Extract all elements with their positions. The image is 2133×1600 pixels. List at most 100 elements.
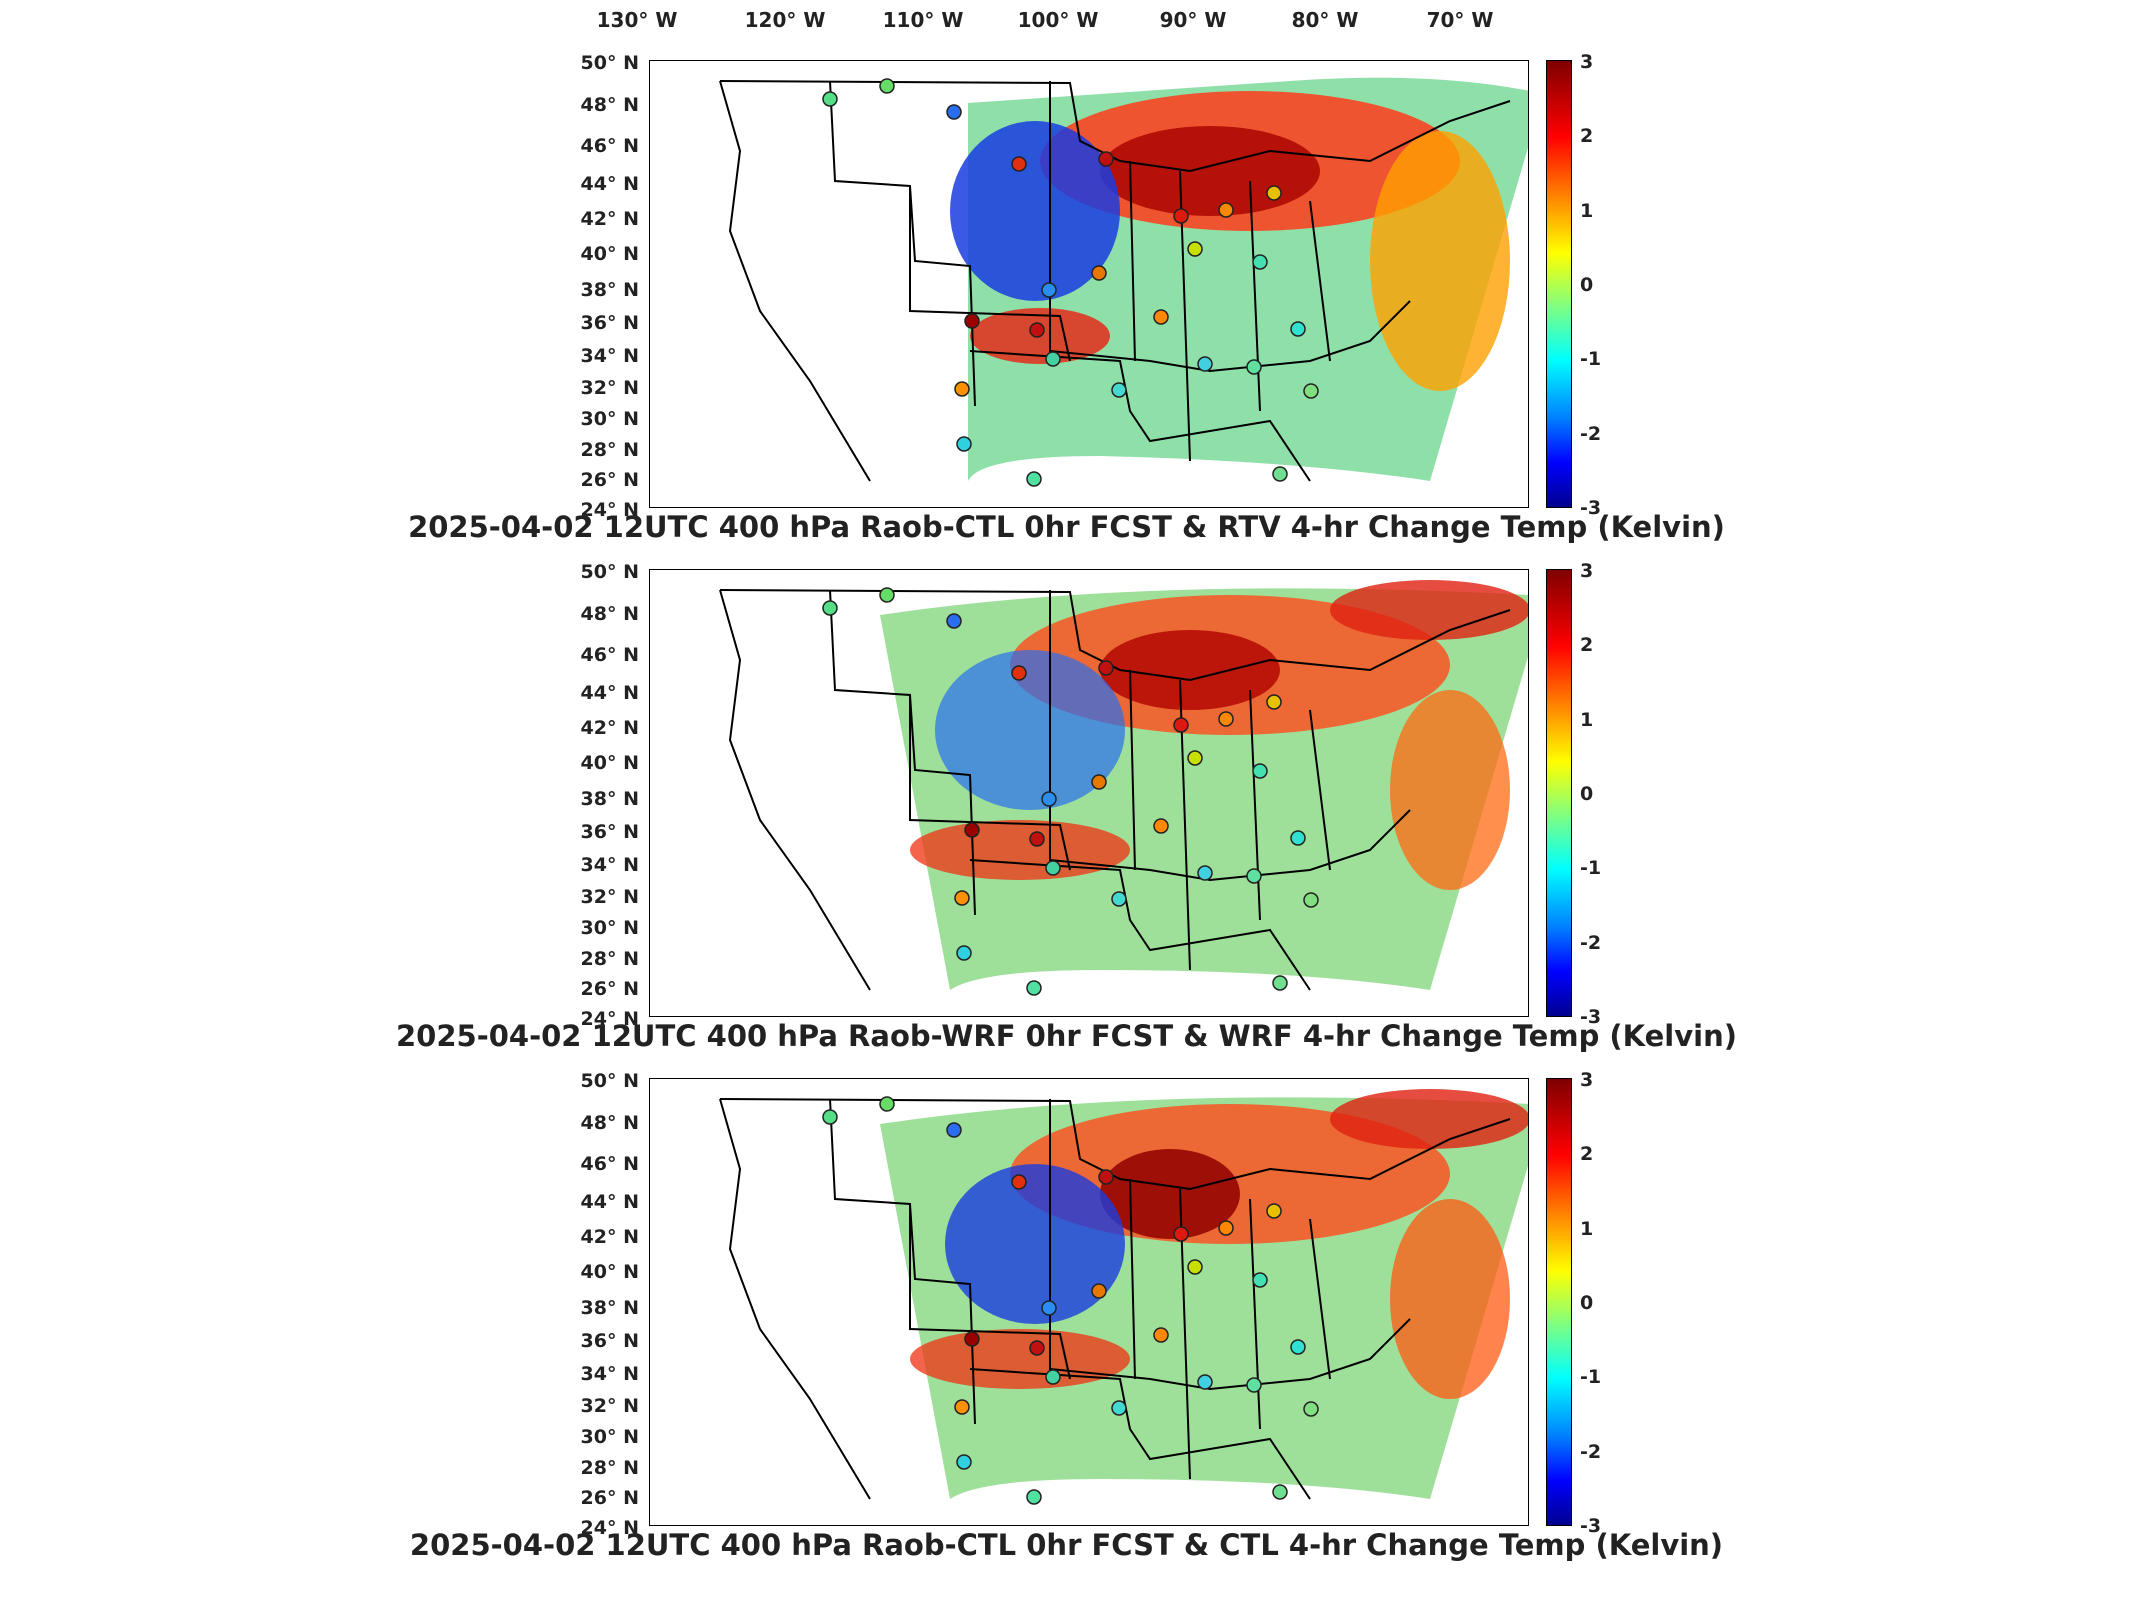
lat-label-46n: 46° N bbox=[580, 135, 639, 157]
colorbar-tick-0: 0 bbox=[1580, 1292, 1594, 1314]
lat-label-32n: 32° N bbox=[580, 886, 639, 908]
lat-label-40n: 40° N bbox=[580, 243, 639, 265]
colorbar-tick-neg3: -3 bbox=[1580, 1006, 1602, 1028]
lat-label-30n: 30° N bbox=[580, 917, 639, 939]
colorbar-tick-neg3: -3 bbox=[1580, 497, 1602, 519]
colorbar-tick-neg3: -3 bbox=[1580, 1515, 1602, 1537]
warm-anomaly-northeast bbox=[1330, 1089, 1528, 1149]
lat-label-46n: 46° N bbox=[580, 1153, 639, 1175]
colorbar-tick-neg1: -1 bbox=[1580, 1366, 1602, 1388]
colorbar-tick-3: 3 bbox=[1580, 1069, 1594, 1091]
lat-label-26n: 26° N bbox=[580, 1487, 639, 1509]
lat-label-36n: 36° N bbox=[580, 821, 639, 843]
raob-stations bbox=[822, 587, 1319, 996]
lat-label-24n: 24° N bbox=[580, 499, 639, 521]
cold-anomaly-plains bbox=[935, 650, 1125, 810]
lat-label-28n: 28° N bbox=[580, 439, 639, 461]
colorbar-tick-neg2: -2 bbox=[1580, 1441, 1602, 1463]
panel-title: 2025-04-02 12UTC 400 hPa Raob-CTL 0hr FC… bbox=[409, 1528, 1724, 1562]
lat-label-44n: 44° N bbox=[580, 1191, 639, 1213]
warm-anomaly-northeast bbox=[1330, 580, 1528, 640]
warm-anomaly-east bbox=[1390, 1199, 1510, 1399]
map-plot bbox=[649, 1078, 1529, 1526]
colorbar-tick-0: 0 bbox=[1580, 274, 1594, 296]
colorbar bbox=[1546, 60, 1572, 508]
warm-anomaly-core bbox=[1100, 1149, 1240, 1239]
lat-label-34n: 34° N bbox=[580, 854, 639, 876]
lat-label-48n: 48° N bbox=[580, 603, 639, 625]
colorbar-tick-0: 0 bbox=[1580, 783, 1594, 805]
state-boundaries bbox=[719, 80, 1511, 482]
lat-label-44n: 44° N bbox=[580, 173, 639, 195]
lat-label-32n: 32° N bbox=[580, 377, 639, 399]
lat-label-50n: 50° N bbox=[580, 561, 639, 583]
raob-stations bbox=[822, 1096, 1319, 1505]
colorbar bbox=[1546, 569, 1572, 1017]
colorbar-tick-1: 1 bbox=[1580, 709, 1594, 731]
longitude-axis: 130° W 120° W 110° W 100° W 90° W 80° W … bbox=[0, 0, 2133, 50]
lat-label-26n: 26° N bbox=[580, 978, 639, 1000]
lon-label-120w: 120° W bbox=[744, 8, 826, 32]
panel-title: 2025-04-02 12UTC 400 hPa Raob-CTL 0hr FC… bbox=[408, 510, 1725, 544]
lon-label-90w: 90° W bbox=[1159, 8, 1227, 32]
warm-anomaly-east bbox=[1370, 131, 1510, 391]
map-panel-ctl: 50° N 48° N 46° N 44° N 42° N 40° N 38° … bbox=[0, 1069, 2133, 1588]
map-panel-wrf: 50° N 48° N 46° N 44° N 42° N 40° N 38° … bbox=[0, 560, 2133, 1079]
lon-label-130w: 130° W bbox=[596, 8, 678, 32]
colorbar-tick-1: 1 bbox=[1580, 200, 1594, 222]
lat-label-28n: 28° N bbox=[580, 948, 639, 970]
lat-label-42n: 42° N bbox=[580, 717, 639, 739]
lat-label-48n: 48° N bbox=[580, 1112, 639, 1134]
lon-label-100w: 100° W bbox=[1017, 8, 1099, 32]
colorbar-tick-3: 3 bbox=[1580, 51, 1594, 73]
colorbar-tick-2: 2 bbox=[1580, 125, 1594, 147]
lat-label-42n: 42° N bbox=[580, 1226, 639, 1248]
colorbar-tick-neg2: -2 bbox=[1580, 423, 1602, 445]
colorbar-tick-3: 3 bbox=[1580, 560, 1594, 582]
lat-label-38n: 38° N bbox=[580, 279, 639, 301]
cold-anomaly-plains bbox=[945, 1164, 1125, 1324]
colorbar-tick-neg2: -2 bbox=[1580, 932, 1602, 954]
lat-label-36n: 36° N bbox=[580, 312, 639, 334]
warm-anomaly-core bbox=[1100, 126, 1320, 216]
colorbar-tick-1: 1 bbox=[1580, 1218, 1594, 1240]
map-panel-rtv: 50° N 48° N 46° N 44° N 42° N 40° N 38° … bbox=[0, 51, 2133, 570]
lat-label-46n: 46° N bbox=[580, 644, 639, 666]
cold-anomaly-plains bbox=[950, 121, 1120, 301]
colorbar-tick-neg1: -1 bbox=[1580, 348, 1602, 370]
lon-label-80w: 80° W bbox=[1291, 8, 1359, 32]
raob-stations bbox=[822, 78, 1319, 487]
lat-label-50n: 50° N bbox=[580, 52, 639, 74]
colorbar-tick-2: 2 bbox=[1580, 1143, 1594, 1165]
lat-label-38n: 38° N bbox=[580, 1297, 639, 1319]
lat-label-38n: 38° N bbox=[580, 788, 639, 810]
panel-title: 2025-04-02 12UTC 400 hPa Raob-WRF 0hr FC… bbox=[395, 1019, 1737, 1053]
lon-label-110w: 110° W bbox=[882, 8, 964, 32]
lat-label-42n: 42° N bbox=[580, 208, 639, 230]
lat-label-34n: 34° N bbox=[580, 345, 639, 367]
lat-label-26n: 26° N bbox=[580, 469, 639, 491]
lat-label-48n: 48° N bbox=[580, 94, 639, 116]
state-boundaries bbox=[719, 1098, 1511, 1500]
map-plot bbox=[649, 60, 1529, 508]
lat-label-44n: 44° N bbox=[580, 682, 639, 704]
colorbar-tick-neg1: -1 bbox=[1580, 857, 1602, 879]
lat-label-24n: 24° N bbox=[580, 1008, 639, 1030]
lat-label-30n: 30° N bbox=[580, 408, 639, 430]
colorbar bbox=[1546, 1078, 1572, 1526]
lon-label-70w: 70° W bbox=[1426, 8, 1494, 32]
warm-anomaly-core bbox=[1100, 630, 1280, 710]
map-plot bbox=[649, 569, 1529, 1017]
lat-label-28n: 28° N bbox=[580, 1457, 639, 1479]
warm-anomaly-east bbox=[1390, 690, 1510, 890]
lat-label-40n: 40° N bbox=[580, 752, 639, 774]
lat-label-30n: 30° N bbox=[580, 1426, 639, 1448]
lat-label-24n: 24° N bbox=[580, 1517, 639, 1539]
lat-label-36n: 36° N bbox=[580, 1330, 639, 1352]
lat-label-32n: 32° N bbox=[580, 1395, 639, 1417]
lat-label-50n: 50° N bbox=[580, 1070, 639, 1092]
colorbar-tick-2: 2 bbox=[1580, 634, 1594, 656]
warm-anomaly-southwest bbox=[910, 1329, 1130, 1389]
lat-label-34n: 34° N bbox=[580, 1363, 639, 1385]
lat-label-40n: 40° N bbox=[580, 1261, 639, 1283]
